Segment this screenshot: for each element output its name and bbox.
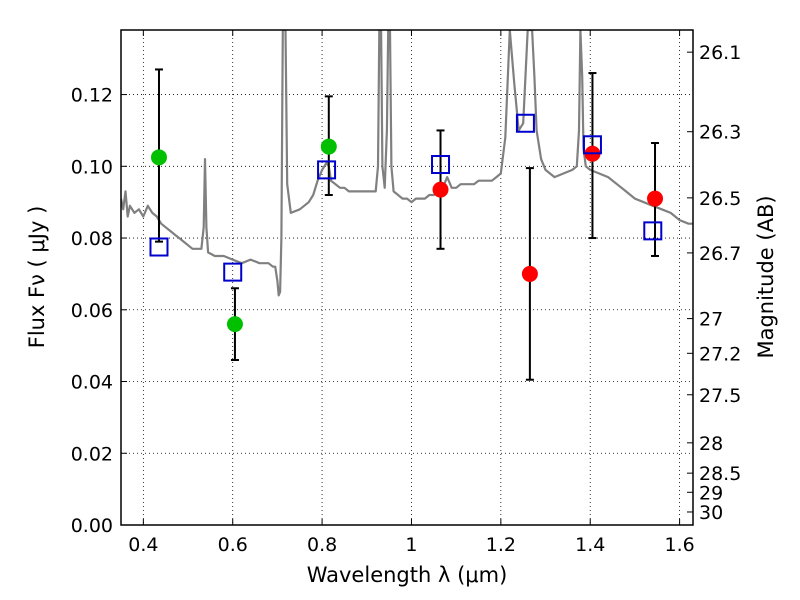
data-point [515,113,535,133]
x-tick-label: 0.6 [218,534,248,556]
data-point [223,262,243,282]
y-tick-label: 0.04 [71,372,113,394]
y2-tick-label: 28 [699,433,723,455]
data-point [582,135,602,155]
axis-ticks [121,30,693,526]
x-tick-label: 1.2 [486,534,516,556]
x-tick-label: 0.8 [307,534,337,556]
data-point [521,265,538,282]
y2-tick-label: 26.1 [699,42,741,64]
y2-tick-label: 27 [699,309,723,331]
data-point [647,190,664,207]
y-tick-label: 0.02 [71,443,113,465]
y-tick-label: 0.12 [71,85,113,107]
x-tick-label: 0.4 [128,534,158,556]
photometry-markers [149,68,664,381]
grid-lines [121,30,693,525]
y2-tick-label: 29 [699,482,723,504]
data-point [149,237,169,257]
data-point [317,160,337,180]
data-point [432,181,449,198]
data-point [320,138,337,155]
y-axis-label: Flux Fν ( μJy ) [25,206,49,349]
y2-tick-label: 27.2 [699,343,741,365]
x-tick-label: 1 [405,534,417,556]
y2-tick-label: 26.3 [699,122,741,144]
x-tick-label: 1.4 [575,534,605,556]
x-axis-label: Wavelength λ (μm) [307,563,508,587]
tick-labels: 0.4 0.6 0.8 1 1.2 1.4 1.6 0.00 0.02 0.04 0.06 0.08 0… [71,42,742,556]
model-spectrum [121,30,693,297]
spectrum-line [121,30,693,297]
plot-frame [120,29,694,526]
y-tick-label: 0.06 [71,300,113,322]
y2-tick-label: 30 [699,502,723,524]
y-tick-label: 0.08 [71,228,113,250]
y2-tick-label: 26.5 [699,188,741,210]
y2-axis-label: Magnitude (AB) [754,195,778,358]
y2-tick-label: 26.7 [699,243,741,265]
data-point [226,316,243,333]
y-tick-label: 0.00 [71,515,113,537]
data-point [150,149,167,166]
data-point [643,221,663,241]
data-point [431,155,451,175]
x-tick-label: 1.6 [664,534,694,556]
y2-tick-label: 28.5 [699,463,741,485]
y2-tick-label: 27.5 [699,385,741,407]
y-tick-label: 0.10 [71,156,113,178]
